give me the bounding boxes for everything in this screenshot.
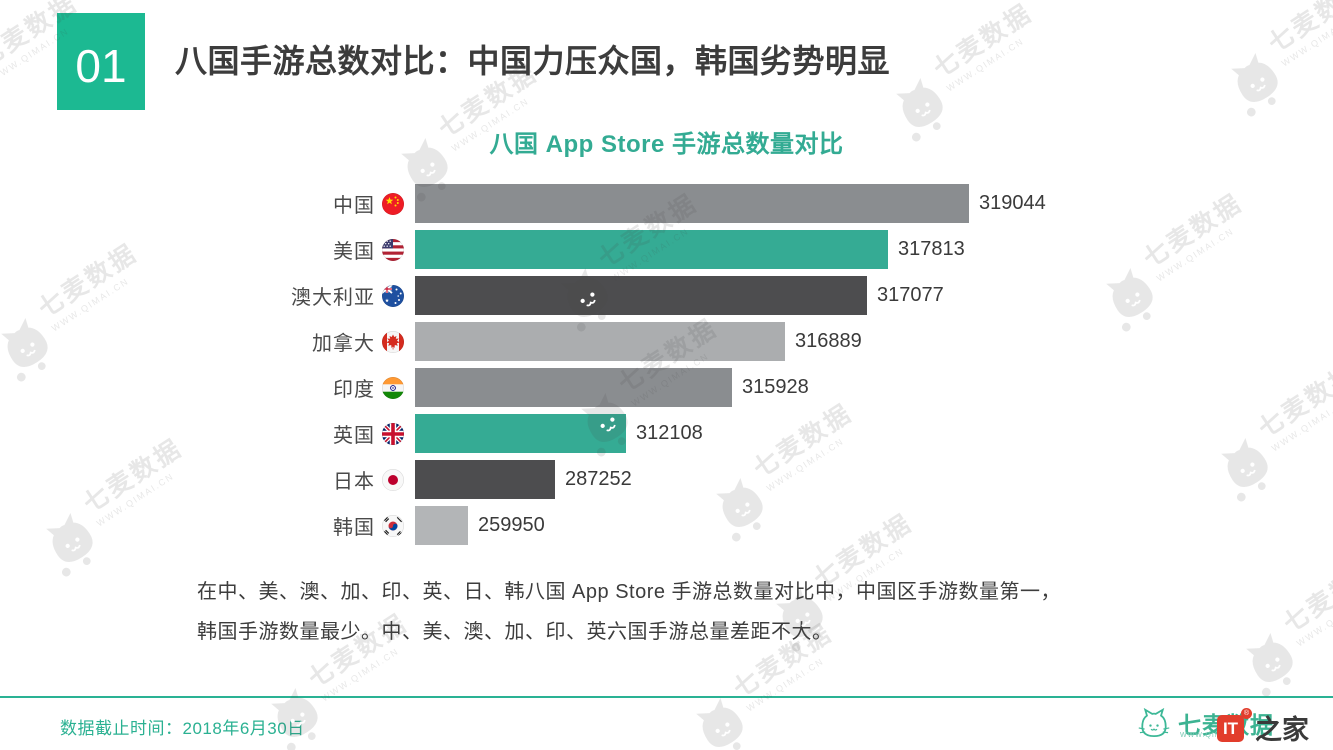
- gb-flag-icon: [382, 422, 404, 445]
- deadline-label: 数据截止时间：: [60, 719, 183, 738]
- ithome-reg-text: ®: [1243, 710, 1250, 717]
- chart-row: 中国 319044: [0, 184, 1046, 223]
- page-title: 八国手游总数对比：中国力压众国，韩国劣势明显: [175, 43, 891, 79]
- value-label: 316889: [795, 330, 862, 352]
- section-number-badge: 01: [57, 13, 145, 110]
- ca-flag-icon: [382, 330, 404, 353]
- value-label: 319044: [979, 192, 1046, 214]
- footer-logo: 七麦数据 WWW.QIMAI.CN IT ® 之家: [1135, 700, 1325, 748]
- chart-row: 印度 315928: [0, 368, 1046, 407]
- value-label: 315928: [742, 376, 809, 398]
- value-label: 317077: [877, 284, 944, 306]
- bar-us: [415, 230, 888, 269]
- deadline-value: 2018年6月30日: [182, 719, 305, 738]
- country-label: 印度: [333, 379, 375, 401]
- ithome-reg-badge: ®: [1241, 708, 1252, 719]
- bar-ca: [415, 322, 785, 361]
- value-label: 312108: [636, 422, 703, 444]
- jp-flag-icon: [382, 468, 404, 491]
- in-flag-icon: [382, 376, 404, 399]
- value-label: 287252: [565, 468, 632, 490]
- country-label: 英国: [333, 425, 375, 447]
- au-flag-icon: [382, 284, 404, 307]
- bar-gb: [415, 414, 626, 453]
- chart-row: 韩国 259950: [0, 506, 1046, 545]
- ithome-suffix-text: 之家: [1255, 715, 1309, 745]
- summary-line-2: 韩国手游数量最少。中、美、澳、加、印、英六国手游总量差距不大。: [197, 621, 833, 643]
- ithome-logo: IT: [1217, 715, 1244, 742]
- country-label: 日本: [333, 471, 375, 493]
- summary-text: 在中、美、澳、加、印、英、日、韩八国 App Store 手游总数量对比中，中国…: [197, 572, 1147, 652]
- qimai-cat-watermark-icon: [1231, 52, 1278, 117]
- bar-in: [415, 368, 732, 407]
- country-label: 中国: [333, 195, 375, 217]
- bar-cn: [415, 184, 969, 223]
- value-label: 317813: [898, 238, 965, 260]
- qimai-url-text: WWW.QIMAI.CN: [1180, 732, 1246, 739]
- chart-row: 澳大利亚 317077: [0, 276, 1046, 315]
- bar-jp: [415, 460, 555, 499]
- chart-row: 美国 317813: [0, 230, 1046, 269]
- chart-row: 英国 312108: [0, 414, 1046, 453]
- country-label: 加拿大: [312, 333, 375, 355]
- country-label: 韩国: [333, 517, 375, 539]
- us-flag-icon: [382, 238, 404, 261]
- chart-row: 加拿大 316889: [0, 322, 1046, 361]
- country-label: 美国: [333, 241, 375, 263]
- bar-au: [415, 276, 867, 315]
- qimai-cat-watermark-icon: [1106, 267, 1153, 332]
- data-deadline: 数据截止时间：2018年6月30日: [60, 714, 305, 739]
- ithome-it-text: IT: [1222, 718, 1239, 738]
- qimai-cat-logo-icon: [1138, 708, 1170, 738]
- value-label: 259950: [478, 514, 545, 536]
- kr-flag-icon: [382, 514, 404, 537]
- bar-chart: 中国 319044 美国 317813 澳大利亚 317077 加拿大 316889 印…: [0, 184, 1046, 552]
- cn-flag-icon: [382, 192, 404, 215]
- qimai-cat-watermark-icon: [1221, 437, 1268, 502]
- footer-divider: [0, 696, 1333, 698]
- chart-row: 日本 287252: [0, 460, 1046, 499]
- country-label: 澳大利亚: [291, 287, 375, 309]
- chart-title: 八国 App Store 手游总数量对比: [489, 131, 844, 158]
- summary-line-1: 在中、美、澳、加、印、英、日、韩八国 App Store 手游总数量对比中，中国…: [197, 581, 1062, 603]
- qimai-cat-watermark-icon: [1246, 632, 1293, 697]
- bar-kr: [415, 506, 468, 545]
